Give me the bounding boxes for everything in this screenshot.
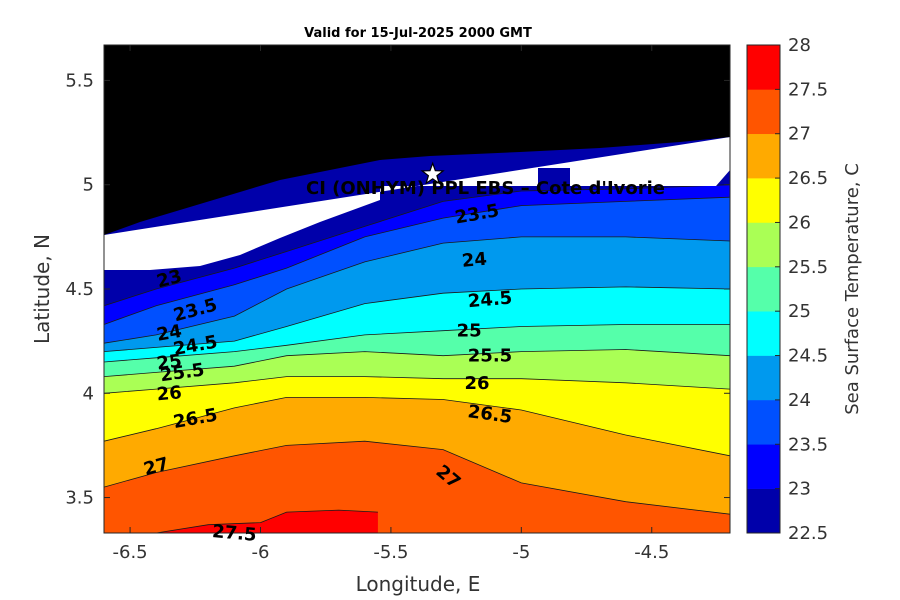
colorbar-swatch: [747, 488, 780, 534]
contour-labels: 2323.52424.52525.52626.52727.523.52424.5…: [142, 200, 514, 546]
colorbar: [746, 44, 781, 534]
x-axis-ticks: -6.5 -6 -5.5 -5 -4.5: [113, 45, 669, 563]
contour-label: 24: [461, 249, 488, 272]
colorbar-tick-label: 28: [788, 35, 811, 56]
x-tick-label: -5: [512, 542, 530, 563]
y-tick-label: 3.5: [65, 488, 94, 509]
isotherm-25: [103, 324, 730, 363]
colorbar-tick-label: 27.5: [788, 79, 828, 100]
colorbar-tick-label: 24: [788, 390, 811, 411]
colorbar-tick-label: 23.5: [788, 434, 828, 455]
contour-label: 26: [464, 373, 489, 394]
isotherm-25.5: [103, 349, 731, 377]
x-tick-label: -6.5: [113, 542, 148, 563]
chart-title: Valid for 15-Jul-2025 2000 GMT: [304, 26, 532, 41]
isotherm-24.5: [103, 286, 731, 352]
colorbar-tick-label: 26.5: [788, 168, 828, 189]
coastal-nodata-strip: [104, 137, 730, 270]
site-label: CI (ONHYM) PPL EBS – Cote d'Ivorie: [306, 178, 665, 199]
colorbar-tick-label: 22.5: [788, 523, 828, 544]
isotherm-lines: [103, 184, 731, 534]
x-tick-label: -6: [252, 542, 270, 563]
y-tick-label: 5.5: [65, 70, 94, 91]
colorbar-swatch: [747, 266, 780, 312]
contour-label: 27.5: [211, 521, 257, 546]
contour-label: 25.5: [468, 346, 512, 367]
colorbar-ticks: 22.5 23 23.5 24 24.5 25 25.5 26 26.5 27 27.5 28: [775, 35, 828, 544]
contour-label: 26: [156, 382, 183, 405]
x-axis-label: Longitude, E: [356, 572, 481, 596]
colorbar-swatch: [747, 222, 780, 268]
colorbar-swatch: [747, 311, 780, 356]
contour-label: 25: [155, 350, 183, 374]
colorbar-swatch: [747, 355, 780, 401]
isotherm-23.5: [103, 196, 731, 325]
x-tick-label: -5.5: [373, 542, 408, 563]
colorbar-swatch: [747, 178, 780, 223]
colorbar-swatch: [747, 45, 780, 90]
x-tick-label: -4.5: [634, 542, 669, 563]
colorbar-swatch: [747, 444, 780, 489]
colorbar-frame: [746, 44, 781, 534]
colorbar-swatch: [747, 133, 780, 179]
y-tick-label: 4: [83, 383, 94, 404]
colorbar-swatch: [747, 399, 780, 445]
isotherm-24: [103, 236, 731, 344]
land-mass: [104, 45, 730, 235]
contour-label: 24.5: [467, 288, 513, 313]
y-tick-label: 4.5: [65, 279, 94, 300]
isotherm-27: [103, 440, 731, 515]
colorbar-tick-label: 27: [788, 124, 811, 145]
contour-label: 24: [155, 321, 183, 346]
colorbar-label: Sea Surface Temperature, C: [842, 163, 863, 415]
colorbar-tick-label: 23: [788, 479, 811, 500]
isotherm-26: [103, 376, 731, 394]
y-tick-label: 5: [83, 175, 94, 196]
y-axis-label: Latitude, N: [30, 234, 54, 344]
colorbar-tick-label: 26: [788, 212, 811, 233]
plot-area: CI (ONHYM) PPL EBS – Cote d'Ivorie 2323.…: [103, 44, 731, 546]
site-star-icon: [420, 161, 445, 185]
y-axis-ticks: 3.5 4 4.5 5 5.5: [65, 70, 730, 509]
colorbar-tick-label: 25: [788, 301, 811, 322]
isotherm-23: [103, 184, 731, 307]
contour-label: 25: [457, 321, 482, 342]
band-27.5: [104, 510, 378, 533]
isotherm-26.5: [103, 397, 731, 457]
colorbar-tick-label: 25.5: [788, 257, 828, 278]
colorbar-tick-label: 24.5: [788, 346, 828, 367]
colorbar-swatch: [747, 89, 780, 135]
